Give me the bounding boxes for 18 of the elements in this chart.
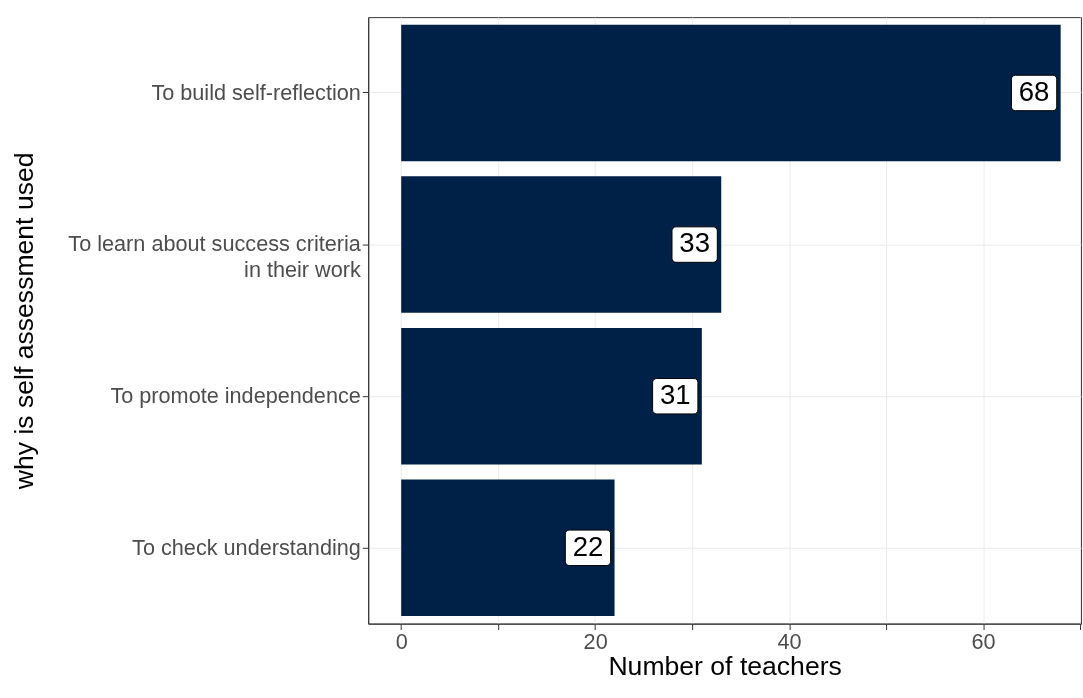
y-axis-title: why is self assessment used (8, 152, 39, 491)
data-label: 22 (572, 530, 604, 562)
x-tick-label: 40 (777, 628, 802, 654)
bar (401, 327, 702, 465)
y-tick-label: To build self-reflection (151, 79, 361, 105)
data-label: 31 (659, 379, 691, 411)
x-tick-label: 60 (971, 628, 996, 654)
bar (401, 479, 615, 617)
y-tick-label: To promote independence (110, 383, 361, 409)
data-label: 33 (679, 227, 710, 259)
x-tick-label: 0 (395, 628, 408, 654)
x-tick-label: 20 (583, 628, 608, 654)
y-tick-label: To check understanding (132, 534, 361, 560)
bar (401, 176, 722, 313)
y-tick-label: To learn about success criteria in their work (68, 231, 362, 283)
data-label: 68 (1018, 75, 1050, 107)
x-axis-title: Number of teachers (608, 651, 842, 682)
bar (401, 24, 1061, 162)
